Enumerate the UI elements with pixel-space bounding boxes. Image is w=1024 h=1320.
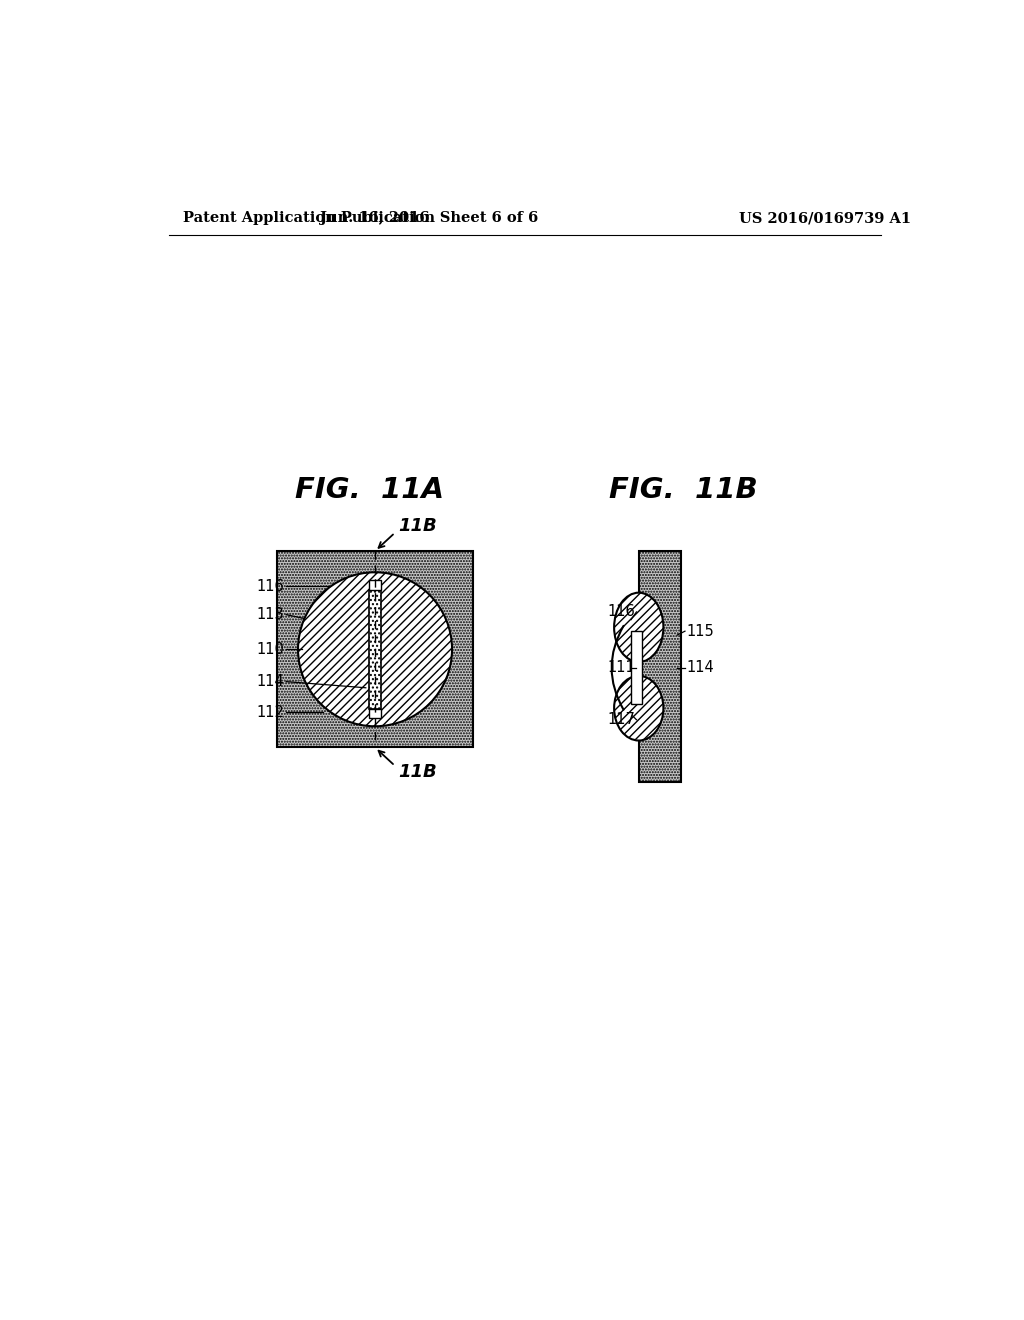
Ellipse shape xyxy=(614,593,664,663)
Bar xyxy=(276,552,473,747)
Text: 110: 110 xyxy=(257,642,285,657)
Circle shape xyxy=(298,573,452,726)
Text: 115: 115 xyxy=(686,623,715,639)
Text: Jun. 16, 2016  Sheet 6 of 6: Jun. 16, 2016 Sheet 6 of 6 xyxy=(321,211,539,226)
Text: 117: 117 xyxy=(607,713,635,727)
Text: FIG.  11B: FIG. 11B xyxy=(609,475,758,503)
Text: 116: 116 xyxy=(607,605,635,619)
Text: 11B: 11B xyxy=(398,763,437,781)
Bar xyxy=(631,631,642,705)
Text: FIG.  11A: FIG. 11A xyxy=(295,475,443,503)
Text: Patent Application Publication: Patent Application Publication xyxy=(183,211,435,226)
FancyArrowPatch shape xyxy=(611,626,624,710)
Bar xyxy=(639,552,681,781)
Text: 114: 114 xyxy=(686,660,715,676)
Text: 114: 114 xyxy=(257,675,285,689)
Ellipse shape xyxy=(614,676,664,741)
Bar xyxy=(369,590,381,709)
Bar xyxy=(370,709,381,718)
Text: 11B: 11B xyxy=(398,517,437,536)
Text: 113: 113 xyxy=(257,607,285,622)
Text: 111: 111 xyxy=(607,660,635,676)
Text: 116: 116 xyxy=(257,578,285,594)
Bar xyxy=(370,581,381,590)
Text: 112: 112 xyxy=(257,705,285,719)
Text: US 2016/0169739 A1: US 2016/0169739 A1 xyxy=(739,211,911,226)
